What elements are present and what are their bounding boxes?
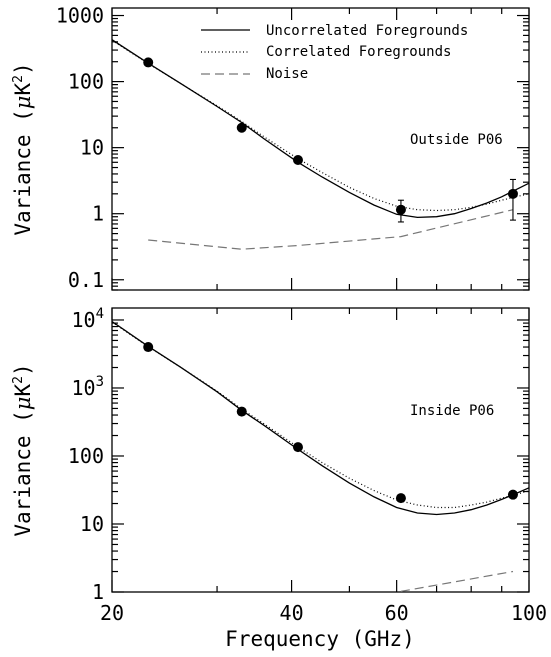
y-tick-labels-bottom: 1 10 100 103 104 <box>68 306 104 604</box>
x-tick-label: 40 <box>280 601 304 625</box>
series-dotted <box>112 39 529 212</box>
plot-frame-bottom <box>111 307 530 593</box>
y-tick-label: 1 <box>92 580 104 604</box>
legend-label-uncorrelated: Uncorrelated Foregrounds <box>266 23 468 39</box>
data-points-top <box>143 57 518 223</box>
x-tick-label: 100 <box>511 601 547 625</box>
x-tick-label: 60 <box>385 601 409 625</box>
plot-frame-top <box>111 7 530 291</box>
data-point <box>236 406 247 417</box>
y-ticks-bottom <box>112 319 529 593</box>
y-ticks-top <box>112 14 529 291</box>
data-point <box>236 122 247 133</box>
annotation-inside-p06: Inside P06 <box>410 403 494 419</box>
x-axis-label: Frequency (GHz) <box>225 627 415 651</box>
data-point <box>292 442 303 453</box>
y-tick-label: 103 <box>71 374 104 400</box>
legend: Uncorrelated Foregrounds Correlated Fore… <box>201 23 468 82</box>
data-point <box>395 204 406 215</box>
x-ticks-bottom <box>111 308 530 592</box>
series-lines-top <box>112 39 529 250</box>
series-dashed <box>148 209 514 250</box>
y-axis-label-bottom: Variance (μK2) <box>11 363 35 536</box>
series-lines-bottom <box>112 320 529 592</box>
y-tick-label: 0.1 <box>68 268 104 292</box>
y-tick-label: 100 <box>68 444 104 468</box>
data-point <box>395 493 406 504</box>
data-point <box>507 489 518 500</box>
x-tick-labels: 20 40 60 100 <box>100 601 547 625</box>
data-points-bottom <box>143 342 518 504</box>
legend-label-correlated: Correlated Foregrounds <box>266 44 451 60</box>
y-tick-label: 104 <box>71 306 104 332</box>
data-point <box>292 155 303 166</box>
legend-label-noise: Noise <box>266 66 308 82</box>
y-tick-label: 1000 <box>56 4 104 28</box>
series-dotted <box>112 321 529 509</box>
panel-inside-p06: 1 10 100 103 104 Inside P06 Variance (μK2) <box>11 306 530 604</box>
data-point <box>143 57 154 68</box>
y-tick-label: 1 <box>92 202 104 226</box>
series-solid <box>112 39 529 219</box>
y-tick-labels-top: 0.1 1 10 100 1000 <box>56 4 104 292</box>
x-tick-label: 20 <box>100 601 124 625</box>
data-point <box>507 188 518 199</box>
data-point <box>143 342 154 353</box>
y-tick-label: 10 <box>80 512 104 536</box>
panel-outside-p06: 0.1 1 10 100 1000 Uncorrelated Foregrounds C… <box>11 4 530 292</box>
x-ticks-top <box>111 8 530 290</box>
series-dashed <box>400 570 514 592</box>
annotation-outside-p06: Outside P06 <box>410 132 503 148</box>
y-tick-label: 100 <box>68 70 104 94</box>
y-axis-label-top: Variance (μK2) <box>11 62 35 235</box>
y-tick-label: 10 <box>80 136 104 160</box>
